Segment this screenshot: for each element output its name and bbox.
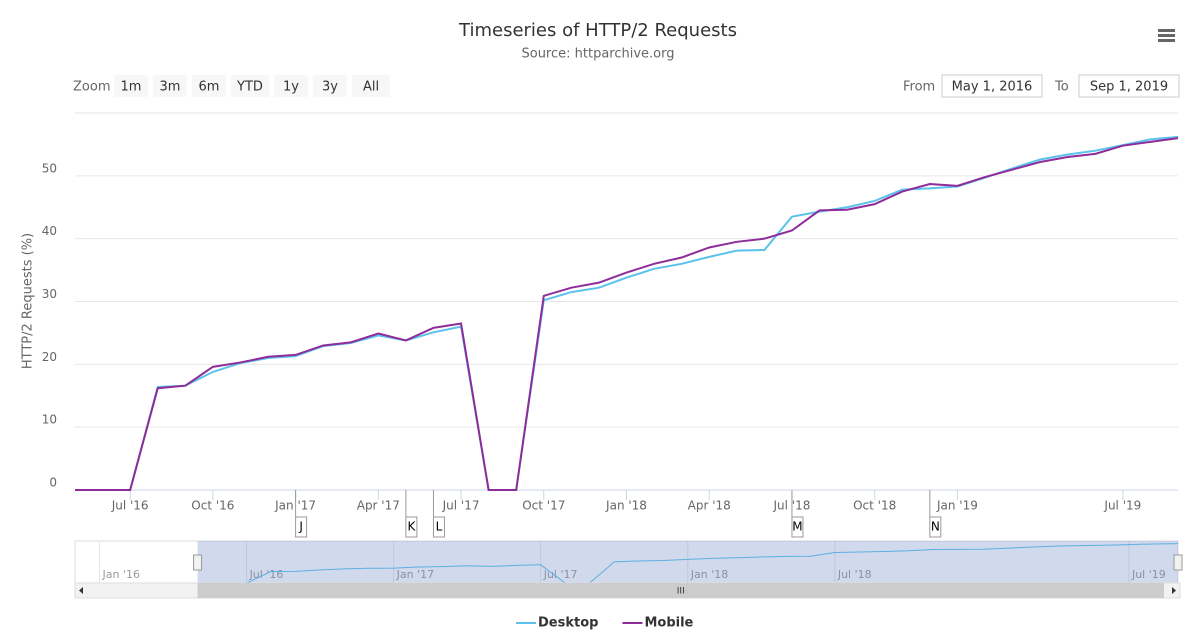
flag-label: J xyxy=(298,520,303,534)
button-bg xyxy=(352,75,390,97)
zoom-button[interactable]: 3m xyxy=(153,75,187,97)
legend-item[interactable]: Desktop xyxy=(516,616,598,631)
button-label: YTD xyxy=(236,80,263,95)
zoom-button[interactable]: 1m xyxy=(114,75,148,97)
x-tick-label: Apr '17 xyxy=(357,499,400,513)
series-line xyxy=(75,135,1179,491)
navigator-series xyxy=(197,543,1179,584)
flag-label: L xyxy=(436,520,443,534)
y-axis-title: HTTP/2 Requests (%) xyxy=(21,233,36,369)
flag-box[interactable] xyxy=(405,516,418,538)
x-tick-label: Jul '16 xyxy=(111,499,149,513)
legend-item[interactable]: Mobile xyxy=(622,616,694,631)
legend-label: Mobile xyxy=(644,616,693,631)
navigator-tick-label: Jul '17 xyxy=(543,568,578,581)
x-tick-label: Oct '17 xyxy=(522,499,565,513)
button-bg xyxy=(274,75,308,97)
scrollbar-thumb[interactable] xyxy=(197,583,1165,598)
x-tick-label: Jan '19 xyxy=(936,499,978,513)
button-label: 3m xyxy=(160,80,181,95)
from-input[interactable] xyxy=(941,74,1043,98)
from-label: From xyxy=(903,80,935,95)
button-bg xyxy=(114,75,148,97)
scrollbar-grip: III xyxy=(677,587,685,597)
x-tick-label: Oct '16 xyxy=(191,499,234,513)
zoom-button[interactable]: All xyxy=(352,75,390,97)
zoom-button[interactable]: 1y xyxy=(274,75,308,97)
navigator-handle[interactable] xyxy=(1173,554,1183,571)
flag-label: K xyxy=(407,520,416,534)
y-tick-label: 10 xyxy=(42,413,57,427)
flag-box[interactable] xyxy=(929,516,942,538)
menu-button[interactable] xyxy=(1150,22,1184,50)
button-label: 1y xyxy=(283,80,299,95)
flag-box[interactable] xyxy=(432,516,445,538)
flag-box[interactable] xyxy=(791,516,804,538)
flag-label: M xyxy=(792,520,802,534)
navigator-bg xyxy=(74,540,1179,584)
navigator-handle[interactable] xyxy=(193,554,203,571)
y-tick-label: 30 xyxy=(42,287,57,301)
zoom-button[interactable]: 3y xyxy=(313,75,347,97)
button-label: All xyxy=(363,80,379,95)
x-tick-label: Apr '18 xyxy=(688,499,731,513)
navigator-tick-label: Jan '17 xyxy=(396,568,434,581)
button-label: 6m xyxy=(199,80,220,95)
to-input[interactable] xyxy=(1078,74,1180,98)
x-tick-label: Jul '19 xyxy=(1103,499,1141,513)
to-value: Sep 1, 2019 xyxy=(1090,80,1168,95)
legend-label: Desktop xyxy=(538,616,598,631)
zoom-button[interactable]: 6m xyxy=(192,75,226,97)
y-tick-label: 0 xyxy=(49,476,57,490)
to-label: To xyxy=(1054,80,1069,95)
x-tick-label: Oct '18 xyxy=(853,499,896,513)
button-bg xyxy=(313,75,347,97)
navigator-tick-label: Jan '16 xyxy=(102,568,140,581)
chart-subtitle: Source: httparchive.org xyxy=(521,47,674,62)
button-label: 1m xyxy=(121,80,142,95)
scroll-left[interactable] xyxy=(79,587,83,594)
chart-title: Timeseries of HTTP/2 Requests xyxy=(458,20,737,41)
button-bg xyxy=(153,75,187,97)
from-value: May 1, 2016 xyxy=(952,80,1033,95)
button-label: 3y xyxy=(322,80,338,95)
button-bg xyxy=(192,75,226,97)
y-tick-label: 50 xyxy=(42,161,57,175)
flag-label: N xyxy=(931,520,940,534)
series-line xyxy=(75,137,1179,491)
navigator-tick-label: Jul '19 xyxy=(1131,568,1166,581)
zoom-label: Zoom xyxy=(73,80,110,95)
navigator-mask[interactable] xyxy=(197,541,1179,583)
y-tick-label: 20 xyxy=(42,350,57,364)
button-bg xyxy=(231,75,269,97)
flag-box[interactable] xyxy=(295,516,308,538)
scroll-right[interactable] xyxy=(1172,587,1176,594)
zoom-button[interactable]: YTD xyxy=(231,75,269,97)
navigator-tick-label: Jan '18 xyxy=(690,568,728,581)
x-tick-label: Jan '18 xyxy=(605,499,647,513)
navigator-tick-label: Jul '18 xyxy=(837,568,872,581)
y-tick-label: 40 xyxy=(42,224,57,238)
x-tick-label: Jul '17 xyxy=(442,499,480,513)
